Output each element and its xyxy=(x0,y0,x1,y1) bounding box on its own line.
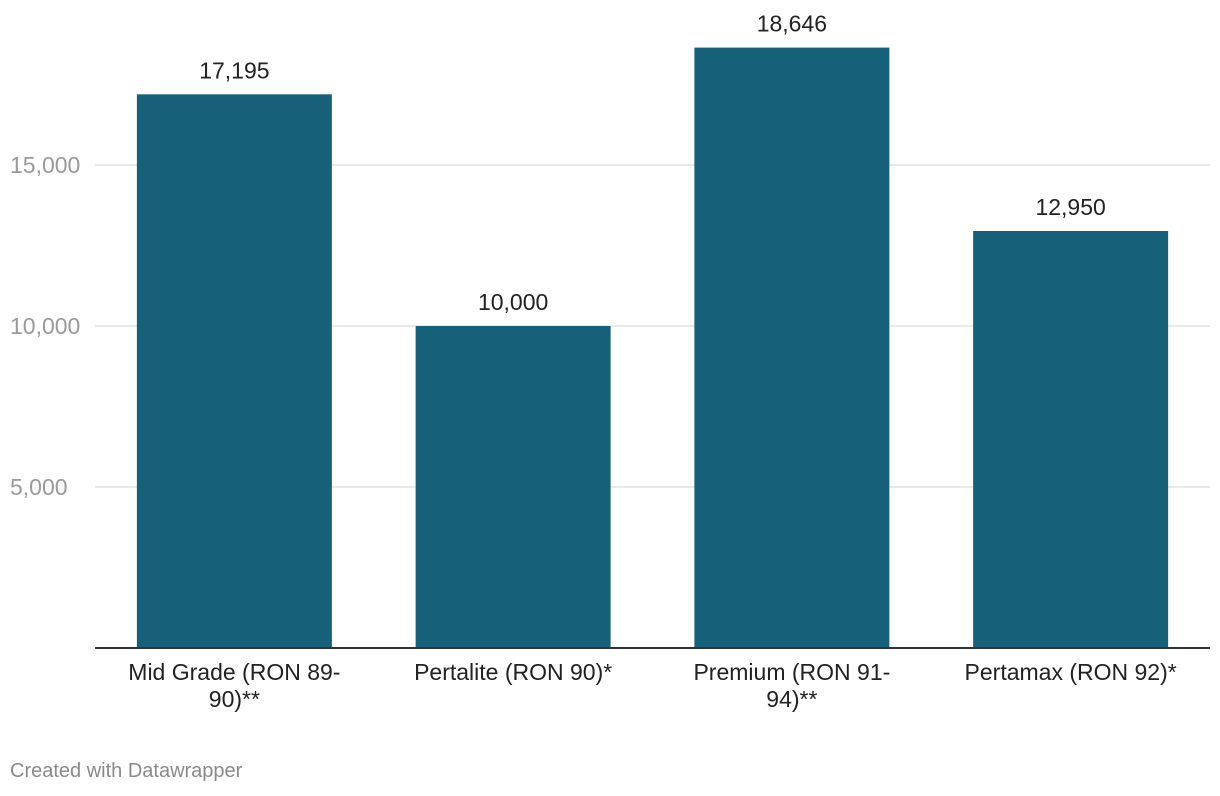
bar-value-label: 18,646 xyxy=(757,11,827,37)
bar xyxy=(415,326,611,648)
bar xyxy=(136,94,332,649)
bar xyxy=(973,231,1169,648)
x-tick-label: Mid Grade (RON 89-90)** xyxy=(128,659,340,712)
x-tick-label: Pertalite (RON 90)* xyxy=(414,659,612,685)
bar-value-label: 10,000 xyxy=(478,289,548,315)
y-tick-label: 5,000 xyxy=(10,474,68,500)
bar-value-label: 12,950 xyxy=(1035,194,1105,220)
labels: 5,000 10,000 15,000 17,195 Mid Grade (RON 89… xyxy=(10,11,1177,712)
x-tick-label: Pertamax (RON 92)* xyxy=(965,659,1177,685)
x-tick-label: Premium (RON 91-94)** xyxy=(693,659,890,712)
bar xyxy=(694,47,890,648)
y-tick-label: 15,000 xyxy=(10,152,80,178)
bar-value-label: 17,195 xyxy=(199,57,269,83)
bars xyxy=(136,47,1169,649)
y-tick-label: 10,000 xyxy=(10,313,80,339)
footer-credit: Created with Datawrapper xyxy=(10,760,243,782)
